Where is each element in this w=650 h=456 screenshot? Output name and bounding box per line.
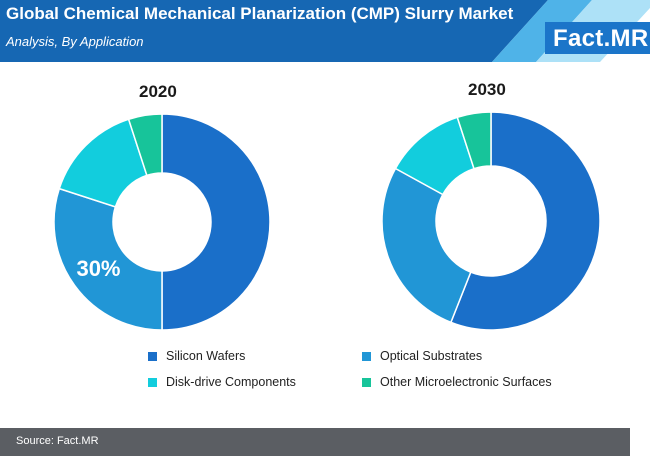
header-banner: Global Chemical Mechanical Planarization… bbox=[0, 0, 650, 62]
legend-item-other-microelectronic-surfaces: Other Microelectronic Surfaces bbox=[362, 375, 552, 389]
chart-title-2030: 2030 bbox=[468, 80, 506, 99]
legend-swatch-disk-drive-components bbox=[148, 377, 157, 387]
legend: Silicon Wafers Optical Substrates Disk-d… bbox=[0, 340, 650, 400]
logo-suffix: MR bbox=[610, 25, 649, 52]
legend-label: Optical Substrates bbox=[380, 349, 483, 363]
footer-bar: Source: Fact.MR bbox=[0, 428, 630, 456]
source-text: Source: Fact.MR bbox=[16, 435, 99, 447]
legend-item-disk-drive-components: Disk-drive Components bbox=[148, 375, 296, 389]
legend-label: Disk-drive Components bbox=[166, 375, 296, 389]
donut-2030-slice-optical-substrates bbox=[381, 167, 472, 324]
donut-2020-slice-silicon-wafers bbox=[161, 113, 271, 331]
legend-label: Silicon Wafers bbox=[166, 349, 246, 363]
page-title: Global Chemical Mechanical Planarization… bbox=[6, 4, 514, 23]
page-subtitle: Analysis, By Application bbox=[6, 34, 144, 49]
donut-2020-slice-optical-substrates bbox=[53, 187, 163, 331]
legend-swatch-silicon-wafers bbox=[148, 351, 157, 361]
donut-2020-slice-other-microelectronic-surfaces bbox=[127, 113, 163, 177]
logo-main: Fact bbox=[553, 25, 604, 52]
legend-swatch-optical-substrates bbox=[362, 351, 371, 361]
chart-title-2020: 2020 bbox=[139, 82, 177, 101]
header-background bbox=[0, 0, 650, 62]
factmr-logo: Fact.MR bbox=[553, 25, 648, 53]
legend-swatch-other-microelectronic-surfaces bbox=[362, 377, 371, 387]
donut-2020-data-label: 30% bbox=[76, 256, 120, 281]
legend-label: Other Microelectronic Surfaces bbox=[380, 375, 552, 389]
legend-item-silicon-wafers: Silicon Wafers bbox=[148, 349, 245, 363]
donut-2030-slice-other-microelectronic-surfaces bbox=[456, 111, 492, 170]
donut-2030-slice-silicon-wafers bbox=[449, 111, 601, 331]
donut-charts: 2020 2030 30% bbox=[0, 70, 650, 340]
legend-item-optical-substrates: Optical Substrates bbox=[362, 349, 482, 363]
logo-dot: . bbox=[603, 25, 611, 52]
donut-svg: 30% bbox=[53, 111, 601, 331]
